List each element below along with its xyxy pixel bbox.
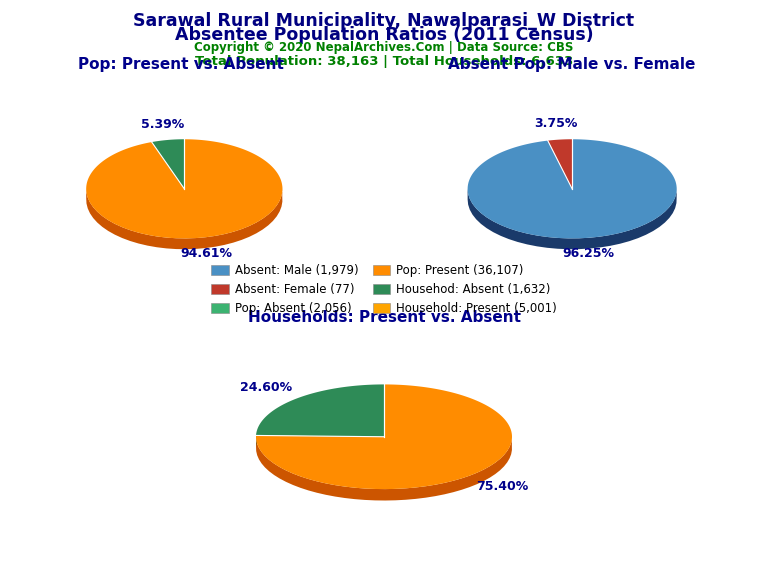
Polygon shape <box>256 434 512 501</box>
Legend: Absent: Male (1,979), Absent: Female (77), Pop: Absent (2,056), Pop: Present (36: Absent: Male (1,979), Absent: Female (77… <box>207 259 561 320</box>
Polygon shape <box>548 139 572 189</box>
Polygon shape <box>468 187 677 249</box>
Polygon shape <box>86 139 283 238</box>
Text: Absentee Population Ratios (2011 Census): Absentee Population Ratios (2011 Census) <box>174 26 594 44</box>
Text: 96.25%: 96.25% <box>562 247 614 260</box>
Text: Pop: Present vs. Absent: Pop: Present vs. Absent <box>78 57 283 72</box>
Text: Absent Pop: Male vs. Female: Absent Pop: Male vs. Female <box>449 57 696 72</box>
Text: 75.40%: 75.40% <box>476 480 528 492</box>
Text: Sarawal Rural Municipality, Nawalparasi_W District: Sarawal Rural Municipality, Nawalparasi_… <box>134 12 634 29</box>
Text: 5.39%: 5.39% <box>141 118 184 131</box>
Text: Total Population: 38,163 | Total Households: 6,633: Total Population: 38,163 | Total Househo… <box>195 55 573 68</box>
Polygon shape <box>86 186 283 249</box>
Polygon shape <box>256 384 384 437</box>
Polygon shape <box>468 139 677 238</box>
Text: Copyright © 2020 NepalArchives.Com | Data Source: CBS: Copyright © 2020 NepalArchives.Com | Dat… <box>194 41 574 55</box>
Polygon shape <box>152 139 184 189</box>
Polygon shape <box>256 384 512 489</box>
Text: 94.61%: 94.61% <box>180 247 232 260</box>
Text: 24.60%: 24.60% <box>240 381 292 394</box>
Text: Households: Present vs. Absent: Households: Present vs. Absent <box>247 310 521 325</box>
Text: 3.75%: 3.75% <box>535 118 578 130</box>
